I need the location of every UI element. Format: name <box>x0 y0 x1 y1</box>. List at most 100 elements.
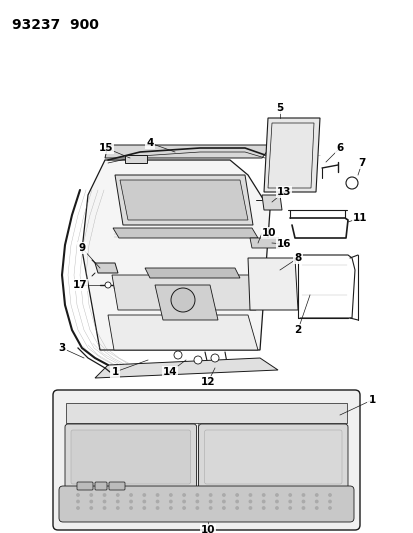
Circle shape <box>130 494 132 496</box>
Circle shape <box>315 507 317 509</box>
Circle shape <box>315 494 317 496</box>
Polygon shape <box>105 145 271 158</box>
Polygon shape <box>261 195 281 210</box>
Circle shape <box>262 507 264 509</box>
Circle shape <box>196 500 198 503</box>
Polygon shape <box>95 263 118 273</box>
Circle shape <box>183 500 185 503</box>
Circle shape <box>143 500 145 503</box>
Circle shape <box>209 507 211 509</box>
FancyBboxPatch shape <box>71 430 190 484</box>
Text: 93237  900: 93237 900 <box>12 18 99 32</box>
Circle shape <box>103 507 105 509</box>
Circle shape <box>169 500 172 503</box>
FancyBboxPatch shape <box>77 482 93 490</box>
Circle shape <box>169 507 172 509</box>
Circle shape <box>171 288 195 312</box>
Circle shape <box>90 507 92 509</box>
Polygon shape <box>112 275 255 310</box>
Circle shape <box>288 500 291 503</box>
Text: 11: 11 <box>352 213 366 223</box>
Polygon shape <box>145 268 240 278</box>
Circle shape <box>328 507 330 509</box>
Polygon shape <box>66 403 346 423</box>
Circle shape <box>77 507 79 509</box>
Circle shape <box>275 500 278 503</box>
Circle shape <box>328 500 330 503</box>
Circle shape <box>249 500 251 503</box>
Text: 13: 13 <box>276 187 291 197</box>
Text: 1: 1 <box>111 367 119 377</box>
Circle shape <box>143 507 145 509</box>
Circle shape <box>222 500 225 503</box>
Circle shape <box>130 507 132 509</box>
FancyBboxPatch shape <box>95 482 107 490</box>
Circle shape <box>301 494 304 496</box>
Text: 12: 12 <box>200 377 215 387</box>
Circle shape <box>156 500 159 503</box>
Circle shape <box>288 507 291 509</box>
Polygon shape <box>247 258 297 310</box>
Circle shape <box>116 500 119 503</box>
Circle shape <box>156 507 159 509</box>
Polygon shape <box>115 175 252 225</box>
Text: 9: 9 <box>78 243 85 253</box>
Polygon shape <box>82 160 269 350</box>
FancyBboxPatch shape <box>59 486 353 522</box>
Circle shape <box>222 494 225 496</box>
Circle shape <box>194 356 202 364</box>
Polygon shape <box>120 180 247 220</box>
Circle shape <box>222 507 225 509</box>
Circle shape <box>275 494 278 496</box>
Polygon shape <box>263 118 319 192</box>
FancyBboxPatch shape <box>198 424 347 490</box>
Text: 4: 4 <box>146 138 153 148</box>
FancyBboxPatch shape <box>65 424 196 490</box>
Circle shape <box>156 494 159 496</box>
Bar <box>125 155 147 163</box>
Text: 2: 2 <box>294 325 301 335</box>
Circle shape <box>209 500 211 503</box>
Circle shape <box>173 351 182 359</box>
Polygon shape <box>108 315 257 350</box>
Circle shape <box>90 494 92 496</box>
Text: 15: 15 <box>99 143 113 153</box>
Circle shape <box>301 507 304 509</box>
Polygon shape <box>154 285 218 320</box>
Circle shape <box>77 500 79 503</box>
Circle shape <box>328 494 330 496</box>
Text: 7: 7 <box>357 158 365 168</box>
Polygon shape <box>113 228 257 238</box>
Polygon shape <box>249 238 279 248</box>
Circle shape <box>116 494 119 496</box>
Circle shape <box>301 500 304 503</box>
FancyBboxPatch shape <box>109 482 125 490</box>
Circle shape <box>105 282 111 288</box>
Circle shape <box>275 507 278 509</box>
Text: 17: 17 <box>73 280 87 290</box>
Polygon shape <box>95 358 277 378</box>
Circle shape <box>90 500 92 503</box>
Text: 8: 8 <box>294 253 301 263</box>
Text: 10: 10 <box>261 228 276 238</box>
Circle shape <box>211 354 218 362</box>
Circle shape <box>249 494 251 496</box>
Circle shape <box>183 494 185 496</box>
Circle shape <box>143 494 145 496</box>
Circle shape <box>183 507 185 509</box>
Circle shape <box>209 494 211 496</box>
Circle shape <box>130 500 132 503</box>
Circle shape <box>315 500 317 503</box>
Text: 1: 1 <box>368 395 375 405</box>
Text: 3: 3 <box>58 343 66 353</box>
Text: 10: 10 <box>200 525 215 533</box>
Circle shape <box>235 500 238 503</box>
Circle shape <box>235 507 238 509</box>
Circle shape <box>196 507 198 509</box>
Circle shape <box>235 494 238 496</box>
Text: 6: 6 <box>335 143 343 153</box>
Circle shape <box>103 500 105 503</box>
Circle shape <box>116 507 119 509</box>
Circle shape <box>262 494 264 496</box>
Circle shape <box>77 494 79 496</box>
